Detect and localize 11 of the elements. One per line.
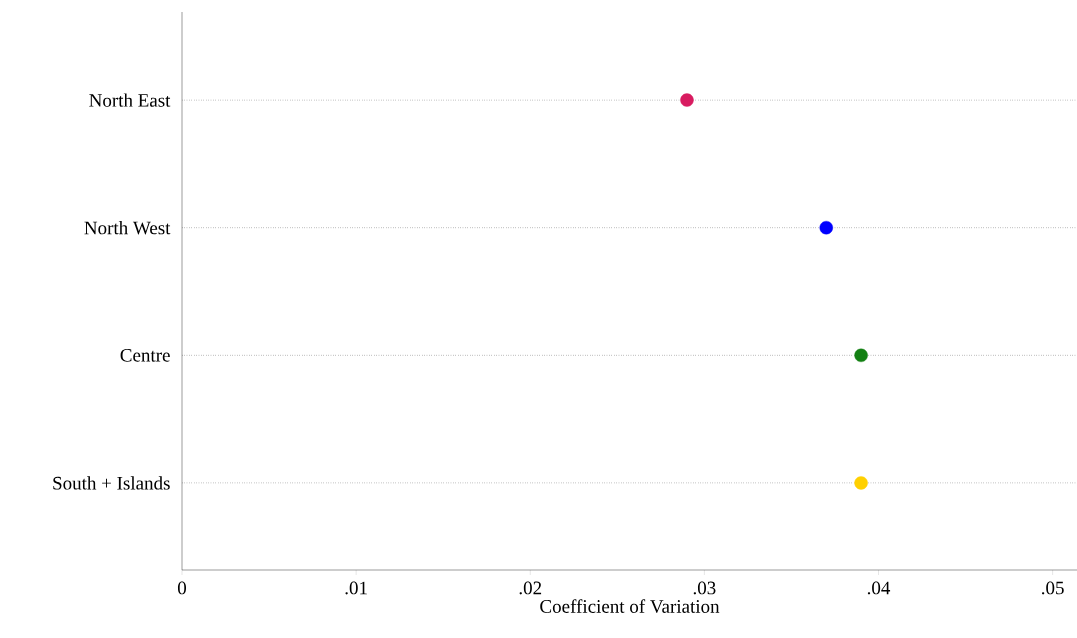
x-axis-title: Coefficient of Variation (540, 599, 720, 613)
y-tick-label: South + Islands (53, 476, 170, 490)
y-tick-label: North West (84, 220, 171, 235)
x-tick-label: .01 (345, 581, 367, 595)
x-tick-label: .04 (867, 581, 891, 595)
y-tick-label: North East (89, 93, 171, 107)
x-tick-label: .03 (693, 581, 716, 595)
x-tick-label: 0 (177, 581, 187, 595)
x-tick-label: .02 (519, 581, 542, 595)
y-tick-label: Centre (120, 348, 170, 362)
x-tick-label: .05 (1042, 581, 1064, 595)
